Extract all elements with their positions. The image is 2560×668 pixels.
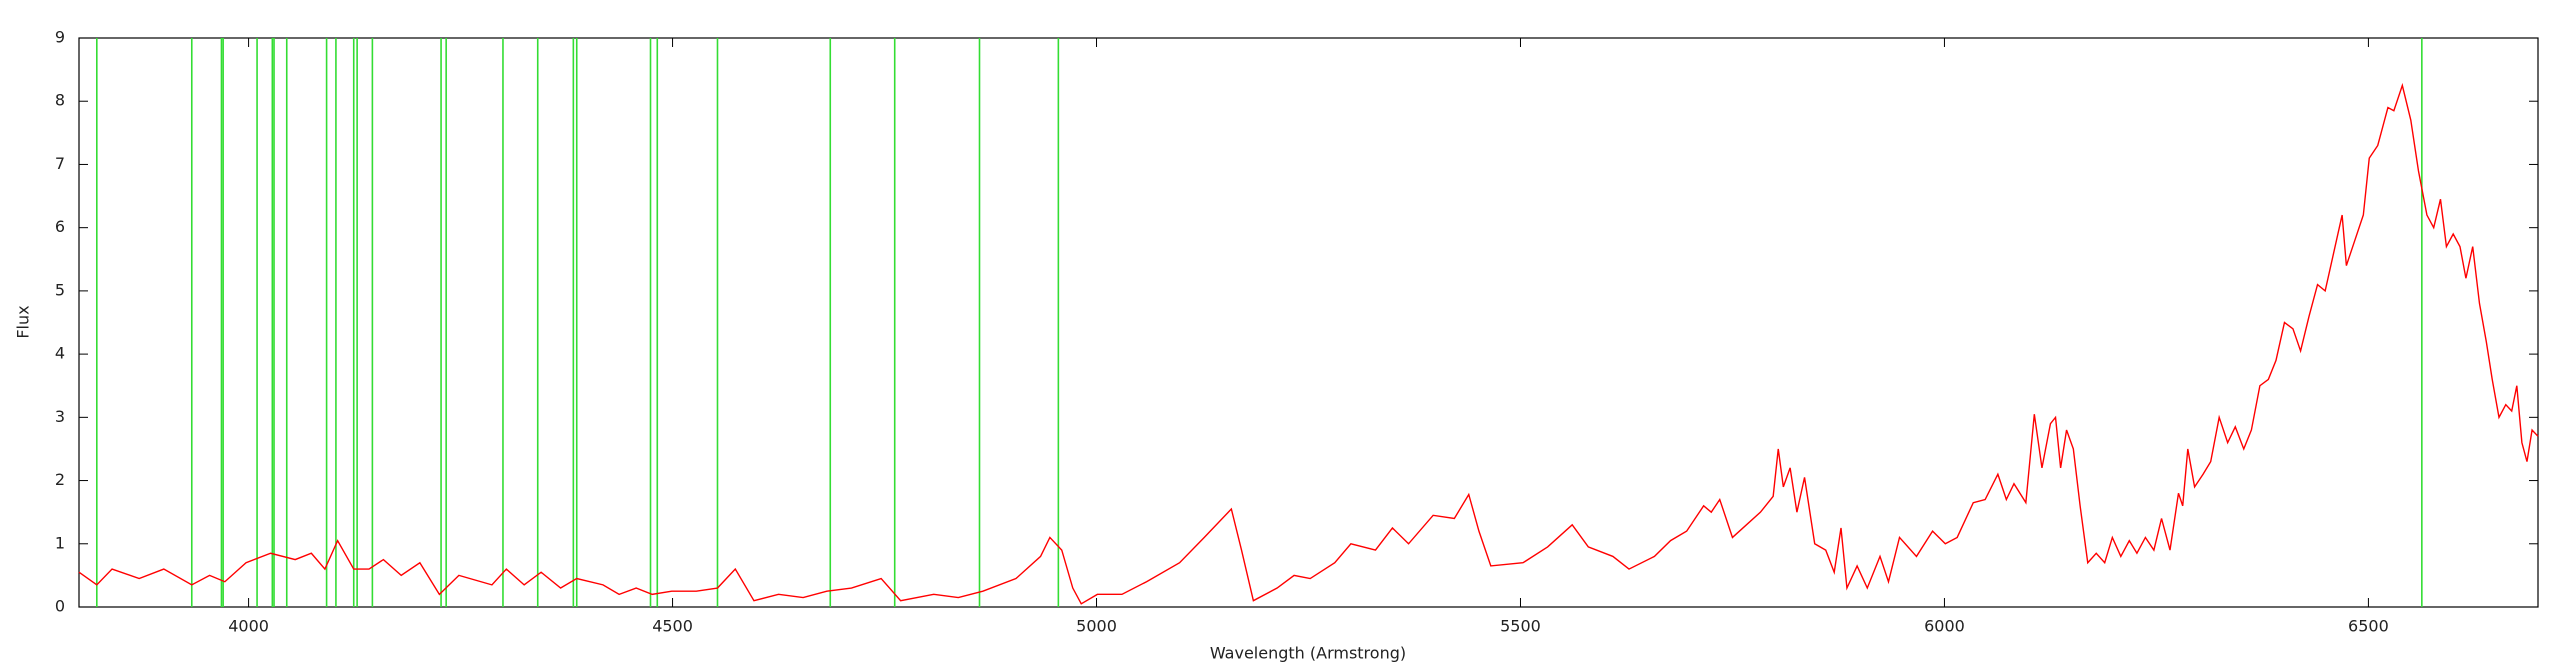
y-tick-label: 4	[55, 344, 65, 363]
x-tick-label: 5500	[1500, 617, 1541, 636]
x-tick-label: 6000	[1924, 617, 1965, 636]
spectrum-line	[78, 82, 2539, 605]
x-tick-label: 5000	[1076, 617, 1117, 636]
y-tick-label: 1	[55, 533, 65, 552]
y-axis-label: Flux	[14, 305, 33, 338]
plot-frame	[78, 37, 2539, 608]
y-tick-label: 6	[55, 217, 65, 236]
y-tick-label: 2	[55, 470, 65, 489]
y-tick-label: 0	[55, 597, 65, 616]
y-tick-label: 5	[55, 280, 65, 299]
x-tick-label: 4000	[228, 617, 269, 636]
x-axis-label: Wavelength (Armstrong)	[1210, 644, 1406, 663]
y-tick-label: 9	[55, 28, 65, 47]
x-tick-label: 6500	[2348, 617, 2389, 636]
y-tick-label: 8	[55, 91, 65, 110]
x-tick-label: 4500	[652, 617, 693, 636]
y-tick-label: 7	[55, 154, 65, 173]
y-tick-label: 3	[55, 407, 65, 426]
